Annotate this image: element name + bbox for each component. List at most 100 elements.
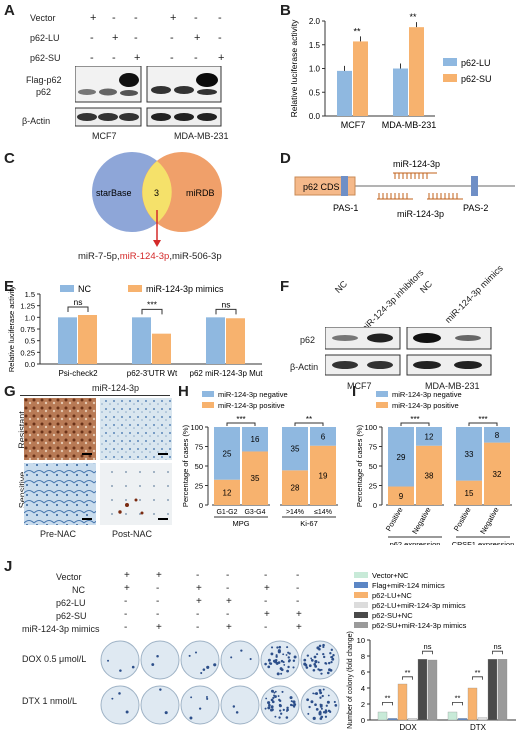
colony-dot xyxy=(310,659,314,662)
colony-dot xyxy=(312,716,316,720)
bar-value-positive: 38 xyxy=(425,471,434,480)
a-sign: + xyxy=(112,32,119,44)
colony-dot xyxy=(334,704,338,707)
x-tick-label: MCF7 xyxy=(341,120,366,130)
ihc-images xyxy=(24,398,172,525)
x-tick-label: Positive xyxy=(384,506,405,533)
colony-dot xyxy=(269,662,273,665)
colony-dot xyxy=(292,705,296,708)
x-tick-label: p62 miR-124-3p Mut xyxy=(190,369,264,378)
bar-Vector+NC xyxy=(377,711,388,721)
red-arrow-icon xyxy=(153,240,161,247)
colony-dot xyxy=(332,654,335,657)
colony-dot xyxy=(279,709,282,712)
a-sign: + xyxy=(90,12,97,24)
colony-dot xyxy=(278,716,281,719)
colony-dot xyxy=(327,661,331,665)
colony-dot xyxy=(327,694,330,697)
y-tick-label: 2.0 xyxy=(309,17,321,26)
culture-plate xyxy=(260,640,300,680)
bar-Flag+miR-124 mimics xyxy=(457,718,468,721)
j-sign: + xyxy=(226,596,232,607)
colony-dot xyxy=(322,688,325,691)
y-tick-label: 75 xyxy=(369,443,377,452)
colony-dot xyxy=(319,696,322,699)
colony-dot xyxy=(285,654,288,656)
j-sign: - xyxy=(124,596,128,607)
colony-dot xyxy=(321,694,324,698)
colony-dot xyxy=(198,707,202,710)
colony-dot xyxy=(318,644,322,648)
j-row-p62su: p62-SU xyxy=(56,611,87,621)
legend-swatch xyxy=(443,58,457,66)
sig-mark: ** xyxy=(405,668,411,677)
bar-negative xyxy=(388,427,414,487)
y-tick-label: 0.0 xyxy=(25,360,35,369)
venn-diagram: starBase miRDB 3 xyxy=(92,152,222,247)
legend-swatch xyxy=(354,572,368,578)
colony-dot xyxy=(316,653,319,656)
j-sign: + xyxy=(156,622,162,633)
bar-miR-124-3p mimics xyxy=(152,333,171,364)
j-sign: - xyxy=(156,583,160,594)
y-tick-label: 100 xyxy=(364,423,377,432)
legend-swatch xyxy=(376,402,388,408)
colony-dot xyxy=(304,663,308,667)
colony-dot xyxy=(282,661,285,664)
utr-diagram: p62 CDS PAS-1 PAS-2 miR-124-3p miR-124-3… xyxy=(294,159,515,219)
a-sign: - xyxy=(194,52,198,64)
sig-mark: ns xyxy=(74,297,83,307)
y-tick-label: 6 xyxy=(361,668,365,677)
j-sign: - xyxy=(226,570,230,581)
colony-dot xyxy=(125,710,129,714)
colony-dot xyxy=(278,645,282,649)
cell-label-mda: MDA-MB-231 xyxy=(174,131,229,141)
ihc-sensitive-post xyxy=(100,463,172,525)
bar-value-positive: 35 xyxy=(251,474,260,483)
p62-cds-box xyxy=(294,176,356,196)
colony-dot xyxy=(287,656,290,659)
colony-dot xyxy=(194,651,198,654)
colony-dot xyxy=(265,697,268,700)
colony-dot xyxy=(286,669,289,673)
colony-dot xyxy=(240,649,243,652)
x-tick-label: p62-3'UTR Wt xyxy=(127,369,178,378)
a-sign: - xyxy=(218,32,222,44)
colony-dot xyxy=(200,672,203,675)
colony-dot xyxy=(317,668,320,671)
bar-value-negative: 12 xyxy=(425,432,434,441)
colony-dot xyxy=(274,690,277,693)
legend-swatch xyxy=(202,402,214,408)
culture-plate xyxy=(180,685,220,725)
colony-dot xyxy=(326,671,330,675)
group-label: p62 expression xyxy=(390,540,441,545)
legend-swatch xyxy=(202,391,214,397)
culture-plate xyxy=(220,640,260,680)
bar-value-positive: 19 xyxy=(319,471,328,480)
legend-label: p62-SU xyxy=(461,74,492,84)
bar-p62-SU+miR-124-3p mimics xyxy=(497,659,508,721)
j-sign: + xyxy=(296,622,302,633)
bar-p62-LU+miR-124-3p mimics xyxy=(407,718,418,721)
colony-dot xyxy=(290,700,293,703)
j-sign: - xyxy=(264,622,268,633)
x-tick-label: ≤14% xyxy=(314,509,332,516)
a-sign: - xyxy=(218,12,222,24)
bar-value-negative: 6 xyxy=(321,432,326,441)
g-col-post: Post-NAC xyxy=(112,529,153,539)
j-sign: - xyxy=(296,596,300,607)
culture-plate xyxy=(140,640,180,680)
culture-plate xyxy=(100,640,140,680)
j-sign: + xyxy=(296,609,302,620)
chart-b: 0.0 0.5 1.0 1.5 2.0 ** MCF7 ** MDA-MB-231 Relativ… xyxy=(289,12,492,130)
j-sign: - xyxy=(196,570,200,581)
colony-dot xyxy=(314,664,318,668)
colony-dot xyxy=(326,700,330,704)
colony-dot xyxy=(331,658,334,661)
j-row-vector: Vector xyxy=(56,572,82,582)
colony-dot xyxy=(319,710,322,713)
colony-dot xyxy=(267,701,271,705)
x-tick-label: Psi-check2 xyxy=(58,369,98,378)
bar-value-positive: 28 xyxy=(291,484,300,493)
bar-value-positive: 32 xyxy=(493,470,502,479)
